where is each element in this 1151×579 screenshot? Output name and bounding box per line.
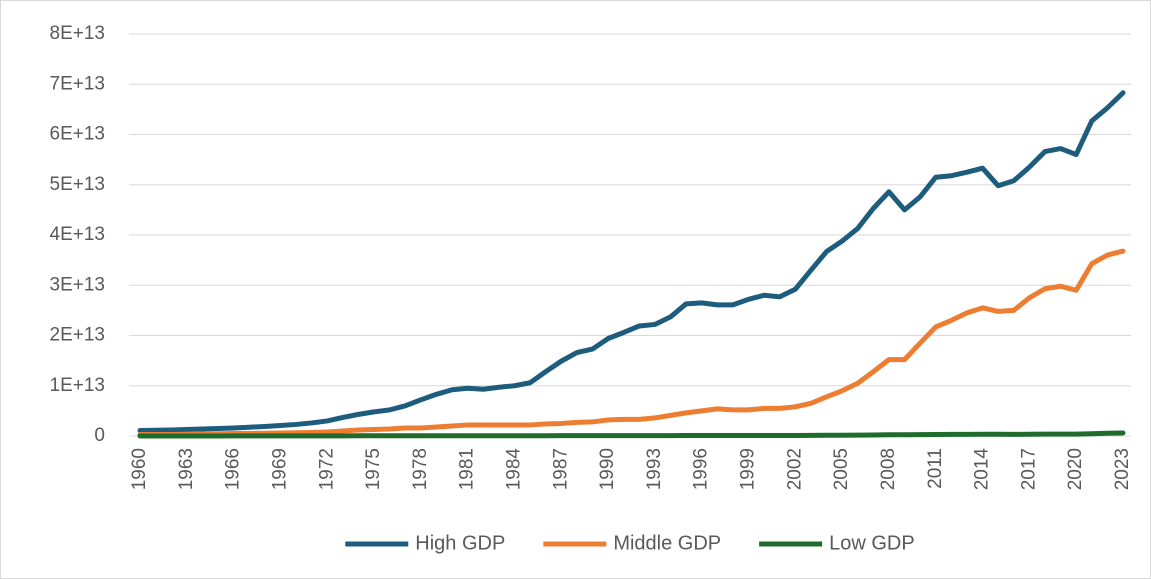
x-tick-label: 2017 bbox=[1018, 448, 1039, 490]
x-tick-label: 1999 bbox=[738, 448, 759, 490]
x-tick-label: 1996 bbox=[691, 448, 712, 490]
y-tick-label: 4E+13 bbox=[50, 224, 105, 245]
legend-label: Middle GDP bbox=[613, 532, 721, 554]
legend-label: High GDP bbox=[415, 532, 505, 554]
x-tick-label: 1987 bbox=[550, 448, 571, 490]
x-tick-label: 2011 bbox=[925, 448, 946, 489]
y-tick-label: 7E+13 bbox=[50, 73, 105, 94]
x-tick-label: 1984 bbox=[503, 448, 524, 491]
legend-label: Low GDP bbox=[829, 532, 915, 554]
x-tick-label: 1963 bbox=[176, 448, 197, 490]
y-tick-label: 0 bbox=[94, 425, 105, 446]
x-tick-label: 1993 bbox=[644, 448, 665, 490]
x-tick-label: 2023 bbox=[1112, 448, 1133, 490]
x-tick-label: 1966 bbox=[223, 448, 244, 490]
y-tick-label: 5E+13 bbox=[50, 174, 105, 195]
y-tick-label: 3E+13 bbox=[50, 274, 105, 295]
series-line bbox=[137, 90, 1126, 433]
x-tick-label: 1978 bbox=[410, 448, 431, 490]
x-tick-label: 1990 bbox=[597, 448, 618, 490]
x-tick-label: 1972 bbox=[316, 448, 337, 490]
x-tick-label: 1969 bbox=[269, 448, 290, 490]
x-tick-label: 2020 bbox=[1065, 448, 1086, 490]
x-tick-label: 2005 bbox=[831, 448, 852, 490]
x-tick-label: 1981 bbox=[457, 448, 478, 490]
y-tick-label: 6E+13 bbox=[50, 124, 105, 145]
x-tick-label: 1975 bbox=[363, 448, 384, 490]
y-tick-label: 2E+13 bbox=[50, 325, 105, 346]
x-tick-label: 1960 bbox=[129, 448, 150, 490]
series-line bbox=[137, 248, 1126, 437]
legend: High GDP Middle GDP Low GDP bbox=[345, 532, 915, 554]
series-line bbox=[137, 430, 1126, 439]
y-tick-label: 1E+13 bbox=[50, 375, 105, 396]
y-tick-label: 8E+13 bbox=[50, 23, 105, 44]
x-tick-label: 2002 bbox=[784, 448, 805, 490]
x-tick-label: 2014 bbox=[972, 448, 993, 491]
x-tick-label: 2008 bbox=[878, 448, 899, 490]
